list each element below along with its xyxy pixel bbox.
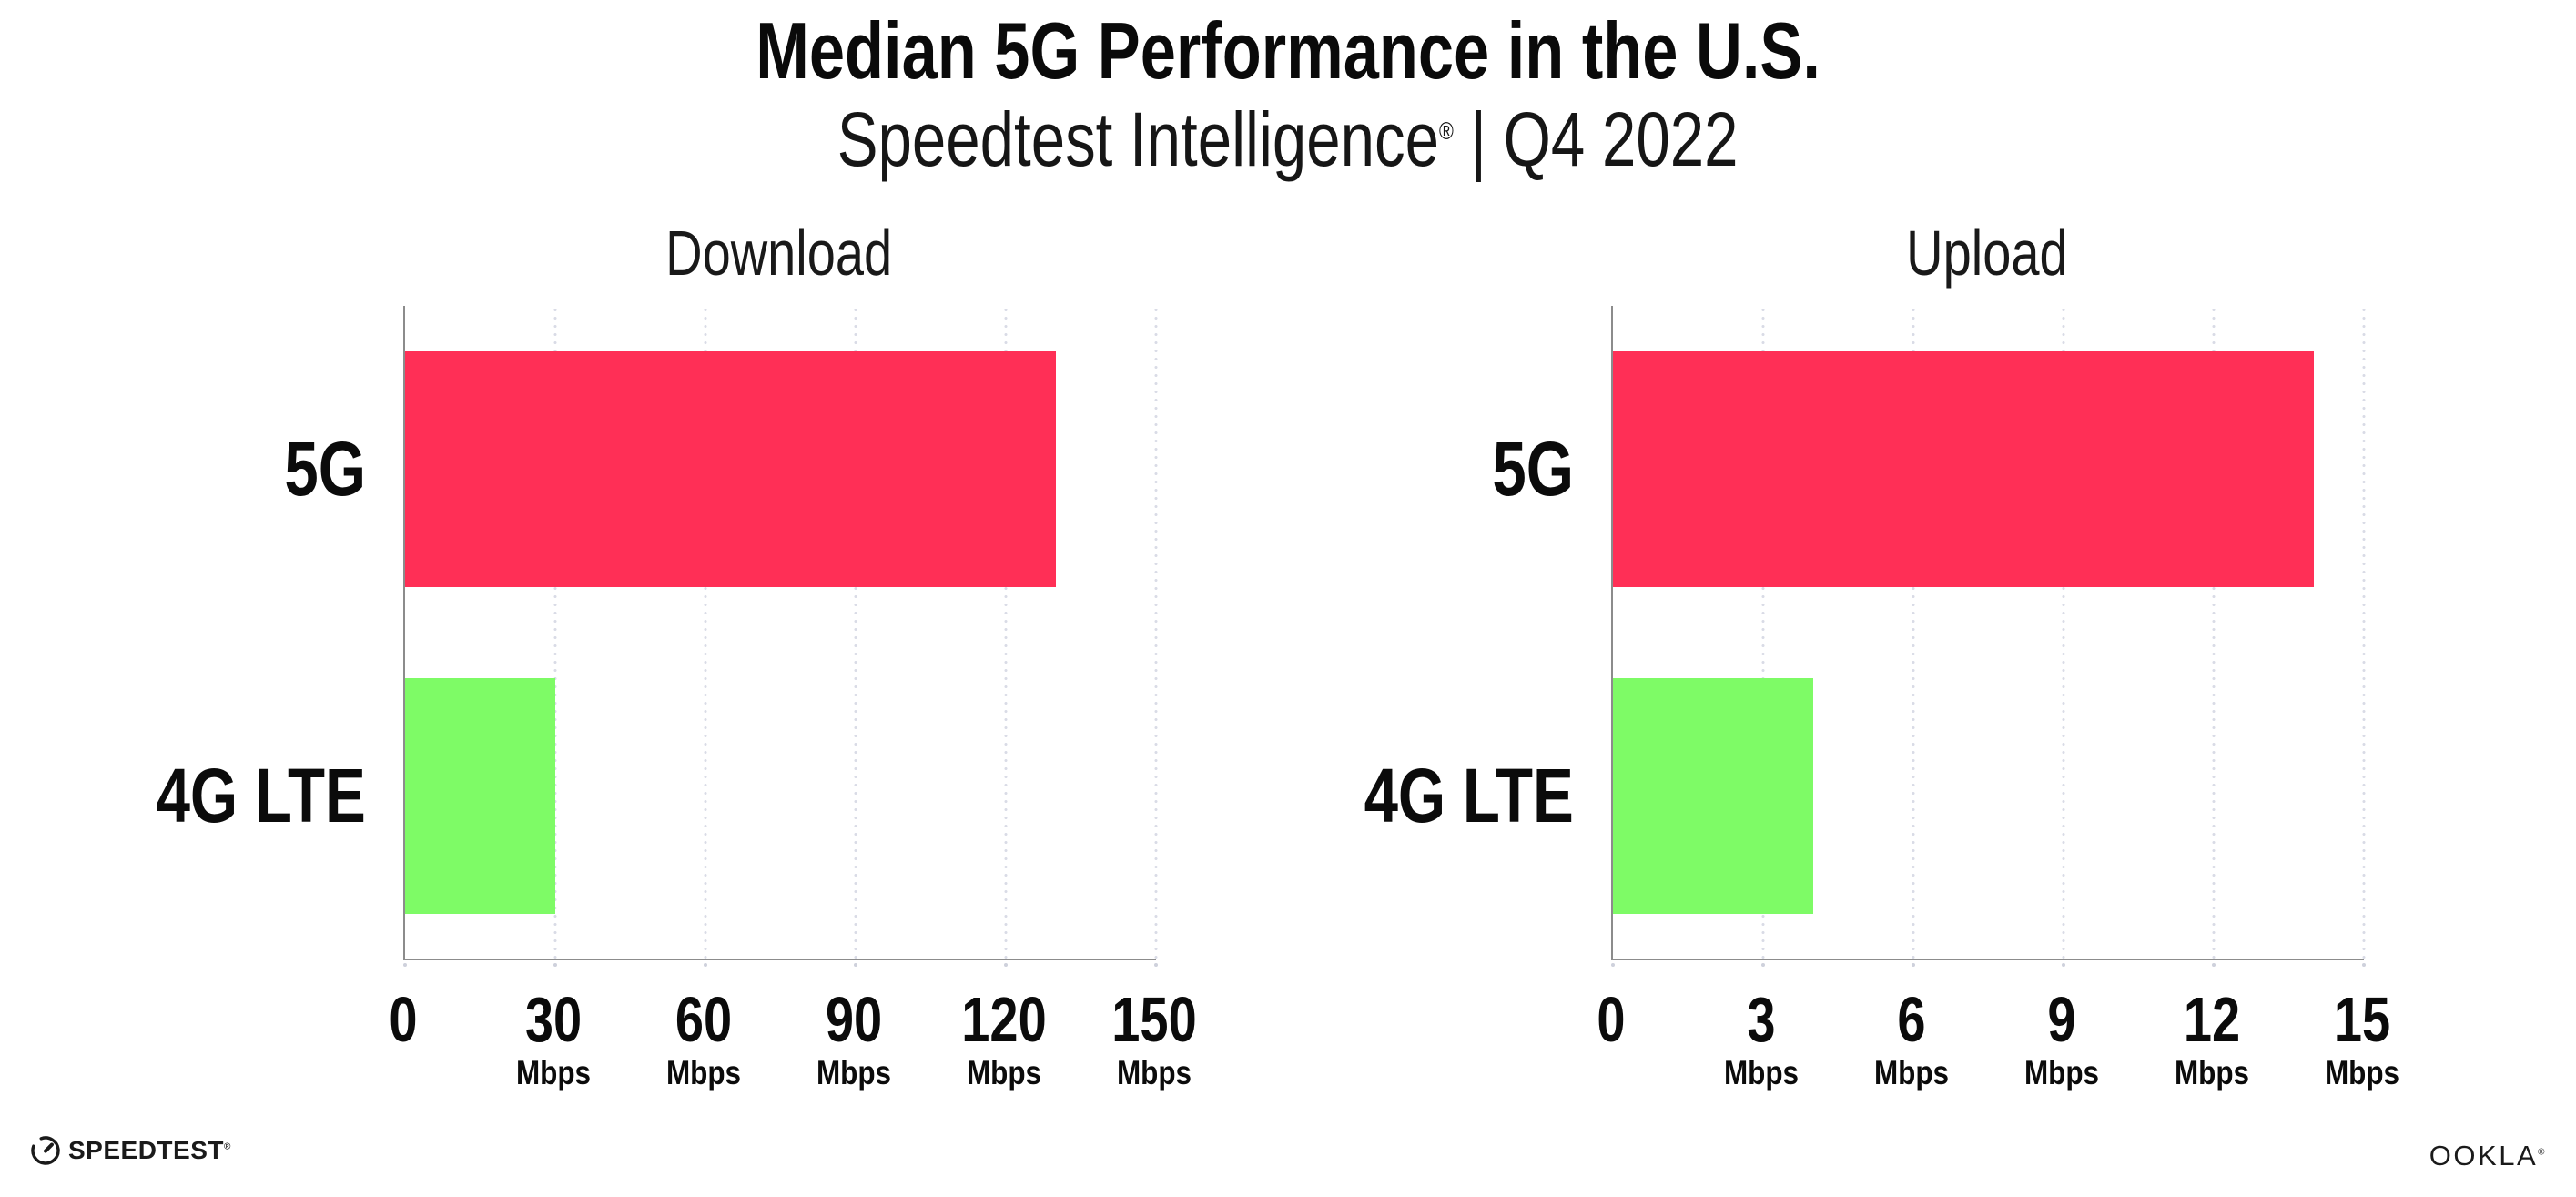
y-axis-label-4g-lte: 4G LTE	[1210, 678, 1574, 914]
y-label-text: 4G LTE	[156, 753, 366, 838]
speedtest-gauge-icon	[31, 1136, 60, 1165]
gridline-12	[2212, 306, 2216, 959]
x-axis-tick: 60 Mbps	[660, 960, 748, 1091]
x-axis-tick: 3 Mbps	[1718, 960, 1806, 1091]
page-subtitle: Speedtest Intelligence® | Q4 2022	[0, 95, 2576, 184]
gridline-3	[1761, 306, 1765, 959]
bar-4g-lte	[1613, 678, 1813, 914]
ookla-logo: OOKLA®	[2429, 1140, 2547, 1172]
registered-mark: ®	[2538, 1147, 2547, 1158]
x-axis-tick: 9 Mbps	[2018, 960, 2106, 1091]
axis-tick-mark	[1004, 963, 1008, 967]
x-tick-unit: Mbps	[1723, 1054, 1800, 1091]
axis-tick-mark	[553, 963, 557, 967]
y-label-text: 5G	[284, 426, 366, 512]
gridline-6	[1912, 306, 1915, 959]
axis-tick-mark	[2212, 963, 2216, 967]
chart-title-download: Download	[664, 218, 893, 289]
gridline-150	[1154, 306, 1158, 959]
subtitle-brand: Speedtest Intelligence	[837, 96, 1440, 182]
speedtest-wordmark: SPEEDTEST®	[68, 1136, 231, 1164]
axis-tick-mark	[854, 963, 857, 967]
axis-tick-mark	[2362, 963, 2366, 967]
registered-mark: ®	[223, 1141, 231, 1152]
x-tick-unit: Mbps	[1873, 1054, 1950, 1091]
subtitle-period: | Q4 2022	[1454, 96, 1739, 182]
axis-tick-mark	[2062, 963, 2065, 967]
y-label-text: 4G LTE	[1364, 753, 1574, 838]
x-tick-number: 6	[1897, 984, 1926, 1055]
registered-mark: ®	[1439, 117, 1455, 145]
x-tick-number: 12	[2183, 984, 2241, 1055]
axis-tick-mark	[704, 963, 707, 967]
x-axis-tick: 30 Mbps	[510, 960, 598, 1091]
x-axis-tick: 150 Mbps	[1101, 960, 1208, 1091]
x-axis-tick: 90 Mbps	[810, 960, 898, 1091]
x-axis-tick: 6 Mbps	[1868, 960, 1956, 1091]
y-axis-label-5g: 5G	[1210, 351, 1574, 587]
x-axis-tick: 12 Mbps	[2168, 960, 2257, 1091]
gridline-30	[553, 306, 557, 959]
x-tick-unit: Mbps	[665, 1054, 742, 1091]
x-axis-tick: 0	[1594, 960, 1629, 1051]
x-tick-number: 30	[524, 984, 583, 1055]
upload-x-axis: 0 3 Mbps 6 Mbps 9 Mbps 12 Mbps 15 Mbps	[1597, 960, 2399, 1142]
gridline-120	[1004, 306, 1008, 959]
axis-tick-mark	[403, 963, 407, 967]
x-tick-number: 0	[1597, 984, 1626, 1055]
x-tick-number: 120	[961, 984, 1047, 1055]
axis-tick-mark	[1761, 963, 1765, 967]
x-axis-tick: 15 Mbps	[2318, 960, 2407, 1091]
download-x-axis: 0 30 Mbps 60 Mbps 90 Mbps 120 Mbps 150 Mbps	[389, 960, 1196, 1142]
upload-plot-area	[1611, 306, 2366, 967]
x-tick-number: 9	[2047, 984, 2076, 1055]
x-tick-unit: Mbps	[2324, 1054, 2400, 1091]
y-label-text: 5G	[1492, 426, 1574, 512]
x-tick-unit: Mbps	[1116, 1054, 1192, 1091]
x-tick-unit: Mbps	[515, 1054, 592, 1091]
x-tick-unit: Mbps	[2023, 1054, 2100, 1091]
gridline-15	[2362, 306, 2366, 959]
x-tick-unit: Mbps	[2174, 1054, 2250, 1091]
x-axis-tick: 0	[386, 960, 421, 1051]
download-plot-area	[403, 306, 1158, 967]
x-tick-number: 90	[825, 984, 883, 1055]
x-tick-number: 60	[674, 984, 733, 1055]
x-tick-unit: Mbps	[816, 1054, 892, 1091]
axis-tick-mark	[1611, 963, 1615, 967]
x-tick-unit: Mbps	[966, 1054, 1042, 1091]
bar-4g-lte	[405, 678, 555, 914]
x-tick-number: 150	[1111, 984, 1197, 1055]
page-title: Median 5G Performance in the U.S.	[756, 5, 1820, 96]
axis-tick-mark	[1912, 963, 1915, 967]
chart-title-upload: Upload	[1905, 218, 2068, 289]
x-axis-tick: 120 Mbps	[951, 960, 1058, 1091]
bar-5g	[1613, 351, 2314, 587]
y-axis-label-5g: 5G	[2, 351, 366, 587]
axis-tick-mark	[1154, 963, 1158, 967]
gridline-90	[854, 306, 857, 959]
x-tick-number: 0	[389, 984, 418, 1055]
x-tick-number: 3	[1747, 984, 1776, 1055]
gridline-60	[704, 306, 707, 959]
y-axis-label-4g-lte: 4G LTE	[2, 678, 366, 914]
gridline-9	[2062, 306, 2065, 959]
speedtest-logo: SPEEDTEST®	[31, 1136, 231, 1165]
bar-5g	[405, 351, 1056, 587]
x-tick-number: 15	[2333, 984, 2391, 1055]
ookla-wordmark: OOKLA	[2429, 1140, 2539, 1172]
